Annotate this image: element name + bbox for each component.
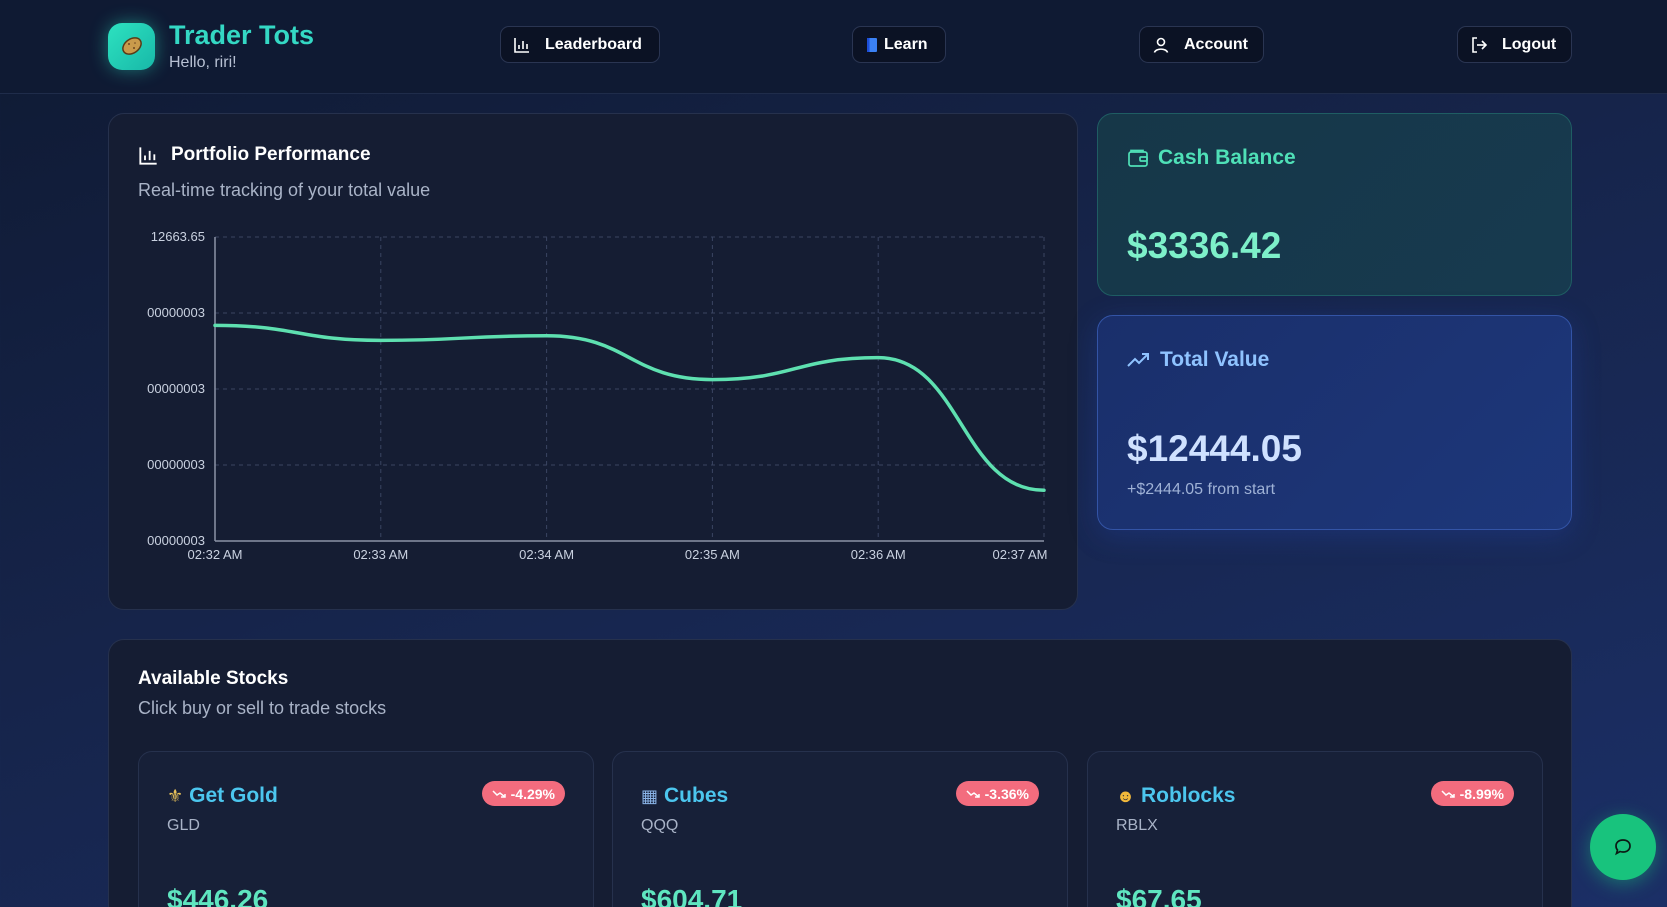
stock-ticker: GLD xyxy=(167,817,200,834)
learn-button[interactable]: Learn xyxy=(852,26,946,63)
total-value-label-text: Total Value xyxy=(1160,348,1270,371)
x-tick-label: 02:36 AM xyxy=(851,547,906,562)
top-header: Trader Tots Hello, riri! Leaderboard Lea… xyxy=(0,0,1667,94)
user-icon xyxy=(1153,37,1169,53)
performance-description: Real-time tracking of your total value xyxy=(138,180,431,200)
total-value-label: Total Value xyxy=(1127,348,1269,372)
book-icon xyxy=(867,37,877,52)
total-value-amount: $12444.05 xyxy=(1127,428,1302,469)
stock-change-badge: -3.36% xyxy=(955,781,1039,806)
chat-button[interactable] xyxy=(1590,814,1656,880)
logout-button[interactable]: Logout xyxy=(1457,26,1572,63)
stock-ticker: QQQ xyxy=(641,817,679,834)
stock-name: ▦ Cubes xyxy=(641,784,728,808)
stock-price: $446.26 xyxy=(167,884,269,907)
cash-balance-value: $3336.42 xyxy=(1127,225,1282,266)
stock-change-badge: -4.29% xyxy=(481,781,565,806)
stock-name: ⚜ Get Gold xyxy=(167,784,278,808)
stock-change-text: -4.29% xyxy=(510,785,555,802)
performance-title: Portfolio Performance xyxy=(138,144,430,166)
stock-name-text: Roblocks xyxy=(1140,784,1236,807)
x-tick-label: 02:37 AM xyxy=(993,547,1048,562)
portfolio-value-line xyxy=(213,323,1046,493)
stock-price: $67.65 xyxy=(1116,884,1202,907)
y-tick-label: 00000003 xyxy=(147,533,205,548)
y-tick-label: 00000003 xyxy=(147,381,205,396)
x-tick-label: 02:34 AM xyxy=(519,547,574,562)
stocks-title: Available Stocks xyxy=(138,668,289,689)
x-tick-label: 02:33 AM xyxy=(353,547,408,562)
y-tick-label: 00000003 xyxy=(147,305,205,320)
brand: Trader Tots Hello, riri! xyxy=(108,20,314,72)
trending-down-icon xyxy=(1441,789,1455,798)
portfolio-performance-card: Portfolio Performance Real-time tracking… xyxy=(108,113,1078,610)
y-tick-label: 00000003 xyxy=(147,457,205,472)
stock-ticker: RBLX xyxy=(1116,817,1158,834)
x-tick-label: 02:35 AM xyxy=(685,547,740,562)
cube-icon: ▦ xyxy=(641,785,659,806)
account-label: Account xyxy=(1184,35,1248,53)
logout-icon xyxy=(1472,36,1488,53)
leaderboard-button[interactable]: Leaderboard xyxy=(500,26,660,63)
brand-title: Trader Tots xyxy=(169,20,315,50)
stock-card-qqq[interactable]: ▦ Cubes QQQ -3.36% $604.71 xyxy=(612,751,1068,907)
stock-price: $604.71 xyxy=(641,884,743,907)
stock-name-text: Get Gold xyxy=(189,784,278,807)
trending-down-icon xyxy=(492,789,506,798)
total-value-change: +$2444.05 from start xyxy=(1127,481,1276,498)
trending-down-icon xyxy=(966,789,980,798)
trending-up-icon xyxy=(1127,353,1149,367)
stock-name: ☻ Roblocks xyxy=(1116,784,1235,808)
stock-change-text: -8.99% xyxy=(1459,785,1504,802)
stock-name-text: Cubes xyxy=(664,784,729,807)
fleur-de-lis-icon: ⚜ xyxy=(167,785,184,806)
total-value-card: Total Value $12444.05 +$2444.05 from sta… xyxy=(1097,315,1572,530)
wallet-icon xyxy=(1128,149,1148,167)
logout-label: Logout xyxy=(1502,35,1557,53)
stock-card-gld[interactable]: ⚜ Get Gold GLD -4.29% $446.26 xyxy=(138,751,594,907)
leaderboard-label: Leaderboard xyxy=(545,35,642,53)
stocks-description: Click buy or sell to trade stocks xyxy=(138,698,387,718)
y-tick-label: 12663.65 xyxy=(151,229,205,244)
available-stocks-card: Available Stocks Click buy or sell to tr… xyxy=(108,639,1572,907)
account-button[interactable]: Account xyxy=(1139,26,1264,63)
bar-chart-icon xyxy=(514,37,529,53)
chat-bubble-icon xyxy=(1615,839,1631,856)
performance-title-text: Portfolio Performance xyxy=(171,144,371,165)
smiley-icon: ☻ xyxy=(1116,785,1135,806)
bar-chart-icon xyxy=(139,146,157,165)
stock-change-badge: -8.99% xyxy=(1430,781,1514,806)
x-tick-label: 02:32 AM xyxy=(188,547,243,562)
learn-label: Learn xyxy=(884,35,928,53)
cash-balance-label: Cash Balance xyxy=(1127,146,1296,170)
portfolio-line-chart: 12663.65 00000003 00000003 00000003 00000003… xyxy=(147,229,1048,562)
stock-change-text: -3.36% xyxy=(984,785,1029,802)
potato-logo-icon xyxy=(108,22,155,70)
greeting-text: Hello, riri! xyxy=(169,54,237,71)
cash-balance-label-text: Cash Balance xyxy=(1158,146,1296,169)
stock-card-rblx[interactable]: ☻ Roblocks RBLX -8.99% $67.65 xyxy=(1087,751,1543,907)
cash-balance-card: Cash Balance $3336.42 xyxy=(1097,113,1572,296)
